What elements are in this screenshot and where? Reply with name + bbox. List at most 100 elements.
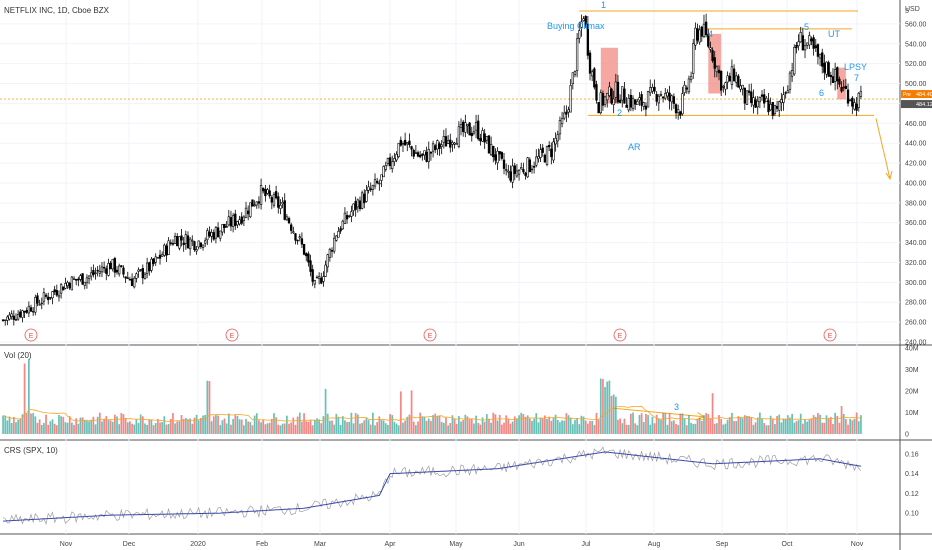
- volume-bar: [845, 418, 847, 434]
- volume-bar: [823, 422, 826, 434]
- volume-bar: [591, 420, 594, 434]
- volume-bar: [752, 424, 755, 434]
- volume-bar: [408, 414, 411, 434]
- volume-bar: [569, 417, 572, 434]
- volume-bar: [75, 418, 78, 434]
- candle-body: [606, 93, 609, 101]
- volume-bar: [724, 423, 727, 434]
- volume-bar: [789, 417, 791, 434]
- volume-bar: [270, 418, 273, 434]
- candle-body: [92, 270, 95, 275]
- volume-bar: [533, 418, 535, 434]
- volume-bar: [531, 421, 533, 434]
- volume-bar: [64, 422, 67, 434]
- candle-body: [543, 154, 547, 163]
- candle-body: [130, 278, 134, 287]
- time-tick-label: 2020: [190, 541, 206, 548]
- candle-body: [730, 66, 734, 85]
- volume-bar: [576, 417, 578, 434]
- volume-bar: [741, 418, 744, 434]
- volume-bar: [264, 424, 267, 434]
- candle-body: [242, 216, 246, 221]
- volume-bar: [387, 425, 389, 434]
- time-tick-label: Jul: [582, 541, 591, 548]
- volume-bar: [30, 413, 32, 434]
- candle-body: [326, 254, 329, 268]
- volume-bar: [399, 391, 402, 434]
- grid-lines: [0, 0, 900, 534]
- volume-bar: [118, 424, 121, 434]
- candle-body: [692, 43, 695, 74]
- volume-bar: [133, 424, 136, 434]
- candle-body: [249, 202, 252, 218]
- candle-body: [698, 29, 701, 43]
- candle-body: [556, 134, 559, 142]
- candle-body: [186, 235, 190, 249]
- annotation-label: 1: [601, 0, 606, 10]
- volume-bar: [339, 424, 342, 434]
- candle-body: [296, 239, 299, 242]
- volume-bar: [146, 424, 148, 434]
- candle-body: [358, 200, 362, 210]
- volume-bar: [354, 413, 357, 434]
- volume-bar: [230, 424, 232, 434]
- volume-bar: [623, 418, 626, 434]
- candle-body: [509, 171, 512, 181]
- candle-body: [724, 82, 727, 90]
- volume-bar: [829, 417, 832, 434]
- annotation-label: 3: [674, 402, 679, 412]
- candle-body: [100, 266, 104, 273]
- volume-bar: [692, 424, 695, 434]
- candle-body: [810, 38, 813, 42]
- candle-body: [401, 143, 405, 145]
- candle-body: [337, 230, 340, 238]
- volume-bar: [548, 416, 551, 434]
- time-tick-label: May: [449, 541, 463, 548]
- volume-bar: [92, 416, 95, 434]
- volume-bar: [630, 413, 632, 434]
- volume-bar: [810, 418, 813, 434]
- volume-bar: [784, 418, 787, 434]
- candle-body: [743, 87, 746, 104]
- volume-bar: [634, 423, 637, 434]
- volume-bar: [462, 420, 465, 434]
- volume-bar: [19, 418, 22, 434]
- volume-bar: [311, 425, 314, 434]
- candle-body: [646, 91, 650, 108]
- candle-body: [253, 204, 256, 207]
- candle-body: [771, 102, 774, 116]
- volume-bar: [793, 422, 796, 434]
- candle-body: [507, 170, 510, 173]
- volume-bar: [152, 425, 155, 434]
- candle-body: [193, 241, 196, 250]
- volume-bar: [122, 414, 125, 434]
- time-tick-label: Oct: [782, 541, 793, 548]
- candle-body: [840, 87, 843, 92]
- volume-bar: [563, 420, 566, 434]
- candle-body: [431, 143, 435, 152]
- candle-body: [165, 245, 168, 256]
- volume-bar: [466, 416, 469, 434]
- volume-bar: [479, 424, 482, 434]
- volume-bar: [372, 412, 374, 434]
- candle-body: [161, 254, 164, 257]
- volume-bar: [294, 424, 297, 434]
- candle-body: [98, 271, 101, 274]
- candle-body: [19, 311, 22, 317]
- candle-body: [139, 269, 142, 271]
- volume-bar: [73, 424, 75, 434]
- candle-body: [569, 85, 572, 113]
- candle-body: [758, 97, 762, 103]
- candle-body: [732, 68, 736, 81]
- volume-bar: [58, 415, 60, 434]
- candle-body: [661, 96, 665, 99]
- candle-body: [773, 104, 777, 114]
- volume-bar: [621, 423, 624, 434]
- price-tick-label: 540.00: [905, 41, 927, 48]
- volume-bar: [599, 378, 602, 434]
- candle-body: [580, 21, 583, 28]
- volume-bar: [694, 423, 697, 434]
- volume-bar: [797, 420, 800, 434]
- candle-body: [472, 131, 476, 134]
- volume-bar: [748, 416, 750, 434]
